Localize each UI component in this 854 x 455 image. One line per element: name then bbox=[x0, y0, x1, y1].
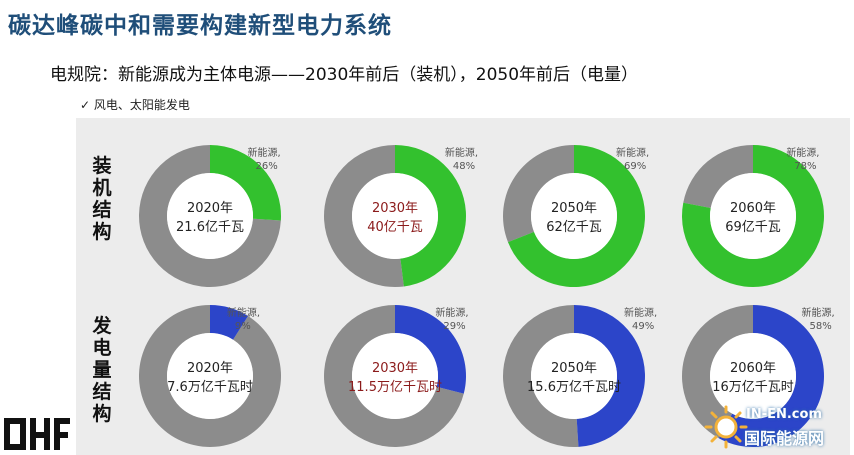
chart-panel: 装机结构 2020年 21.6亿千瓦 新能源, 26% 2030年 40亿千瓦 新能源, 48%… bbox=[76, 118, 850, 455]
donut-hole bbox=[167, 333, 253, 419]
donut-slice-other bbox=[138, 305, 281, 447]
donut-hole bbox=[531, 333, 617, 419]
center-total: 40亿千瓦 bbox=[367, 220, 423, 235]
donut-slice-new-energy bbox=[395, 305, 466, 394]
center-total: 7.6万亿千瓦时 bbox=[167, 380, 253, 395]
slice-percent-label: 49% bbox=[632, 321, 654, 332]
watermark-text: 国际能源网 bbox=[744, 429, 825, 448]
center-total: 16万亿千瓦时 bbox=[712, 380, 794, 395]
center-year: 2020年 bbox=[187, 361, 233, 376]
logo-left-icon bbox=[0, 410, 72, 455]
donut-slice-new-energy bbox=[395, 145, 466, 287]
row-label: 发电量结构 bbox=[91, 314, 112, 425]
slice-percent-label: 26% bbox=[256, 161, 278, 172]
donut-slice-new-energy bbox=[210, 145, 281, 221]
center-year: 2050年 bbox=[551, 361, 597, 376]
slice-percent-label: 58% bbox=[810, 321, 832, 332]
donut-hole bbox=[352, 333, 438, 419]
donut-slice-new-energy bbox=[507, 145, 646, 287]
slice-name-label: 新能源, bbox=[786, 146, 819, 159]
page-title: 碳达峰碳中和需要构建新型电力系统 bbox=[8, 13, 392, 39]
donut-hole bbox=[710, 333, 796, 419]
slice-name-label: 新能源, bbox=[624, 306, 657, 319]
donut-slice-other bbox=[682, 305, 753, 439]
slice-name-label: 新能源, bbox=[435, 306, 468, 319]
slice-percent-label: 48% bbox=[453, 161, 475, 172]
slice-percent-label: 29% bbox=[443, 321, 465, 332]
center-year: 2060年 bbox=[730, 361, 776, 376]
center-total: 69亿千瓦 bbox=[725, 220, 781, 235]
donut-slice-other bbox=[503, 145, 574, 243]
slice-name-label: 新能源, bbox=[445, 146, 478, 159]
donut-slice-new-energy bbox=[210, 305, 249, 340]
donut-slice-other bbox=[323, 145, 404, 287]
center-total: 11.5万亿千瓦时 bbox=[348, 380, 442, 395]
slice-name-label: 新能源, bbox=[616, 146, 649, 159]
slice-percent-label: 9% bbox=[235, 321, 251, 332]
center-year: 2030年 bbox=[372, 361, 418, 376]
center-year: 2060年 bbox=[730, 201, 776, 216]
slice-name-label: 新能源, bbox=[802, 306, 835, 319]
donut-slice-other bbox=[138, 145, 281, 287]
donut-hole bbox=[710, 173, 796, 259]
slice-percent-label: 69% bbox=[624, 161, 646, 172]
donut-charts: 装机结构2020年21.6亿千瓦新能源,26%2030年40亿千瓦新能源,48%… bbox=[91, 145, 835, 448]
slice-name-label: 新能源, bbox=[248, 146, 281, 159]
center-year: 2030年 bbox=[372, 201, 418, 216]
watermark-brand: IN-EN.com bbox=[746, 407, 822, 422]
center-total: 21.6亿千瓦 bbox=[176, 220, 244, 235]
donut-slice-new-energy bbox=[682, 145, 824, 287]
donut-hole bbox=[167, 173, 253, 259]
row-label: 装机结构 bbox=[91, 154, 111, 243]
donut-slice-other bbox=[324, 305, 464, 447]
donut-slice-other bbox=[683, 145, 753, 208]
page-subtitle: 电规院：新能源成为主体电源——2030年前后（装机），2050年前后（电量） bbox=[50, 65, 639, 85]
center-year: 2020年 bbox=[187, 201, 233, 216]
bullet-point: ✓ 风电、太阳能发电 bbox=[80, 98, 190, 112]
donut-slice-other bbox=[502, 305, 579, 448]
center-total: 62亿千瓦 bbox=[546, 220, 602, 235]
center-year: 2050年 bbox=[551, 201, 597, 216]
slice-percent-label: 78% bbox=[794, 161, 816, 172]
center-total: 15.6万亿千瓦时 bbox=[527, 380, 621, 395]
sun-logo-icon bbox=[704, 405, 748, 449]
watermark: IN-EN.com 国际能源网 bbox=[696, 393, 854, 455]
donut-hole bbox=[531, 173, 617, 259]
donut-slice-new-energy bbox=[574, 305, 645, 447]
donut-slice-new-energy bbox=[718, 305, 824, 447]
donut-hole bbox=[352, 173, 438, 259]
slice-name-label: 新能源, bbox=[227, 306, 260, 319]
